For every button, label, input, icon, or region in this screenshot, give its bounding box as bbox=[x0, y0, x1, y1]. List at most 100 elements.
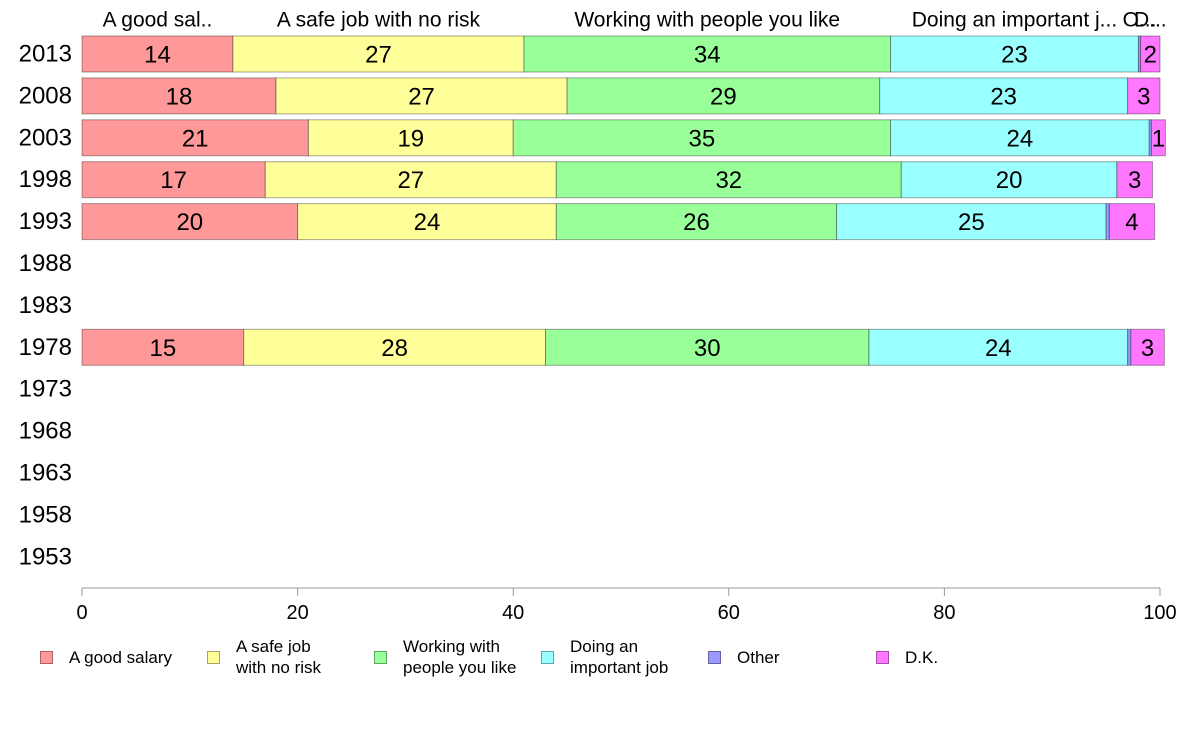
data-label-2008-s2: 29 bbox=[710, 83, 737, 110]
data-label-1978-s2: 30 bbox=[694, 335, 721, 362]
data-label-2003-s0: 21 bbox=[182, 125, 209, 152]
year-label-1993: 1993 bbox=[19, 208, 72, 235]
bar-1993-s3 bbox=[836, 203, 1107, 241]
data-label-2008-s0: 18 bbox=[166, 83, 193, 110]
bar-1998-s3 bbox=[900, 161, 1118, 199]
bar-1998-s2 bbox=[555, 161, 902, 199]
year-label-2008: 2008 bbox=[19, 82, 72, 109]
legend-item-2: Working with people you like bbox=[374, 636, 516, 678]
legend-swatch bbox=[876, 651, 889, 664]
x-tick-label-20: 20 bbox=[286, 602, 308, 620]
bar-2008-s2 bbox=[566, 77, 881, 115]
data-label-1993-s3: 25 bbox=[958, 209, 985, 236]
bar-2003-s5 bbox=[1150, 119, 1166, 157]
legend-swatch bbox=[374, 651, 387, 664]
bar-2013-s2 bbox=[523, 35, 891, 73]
legend-swatch bbox=[541, 651, 554, 664]
legend: A good salary A safe job with no risk Work… bbox=[0, 636, 1188, 696]
year-label-1953: 1953 bbox=[19, 543, 72, 570]
data-label-2003-s1: 19 bbox=[397, 125, 424, 152]
year-label-1963: 1963 bbox=[19, 460, 72, 487]
legend-label: D.K. bbox=[905, 648, 939, 667]
bar-2013-s0 bbox=[81, 35, 234, 73]
data-label-2013-s5: 2 bbox=[1144, 42, 1157, 69]
stacked-bar-chart: 2013200820031998199319881983197819731968… bbox=[19, 9, 1177, 621]
x-tick-label-100: 100 bbox=[1143, 602, 1176, 620]
bar-1978-s2 bbox=[545, 328, 870, 366]
year-label-1968: 1968 bbox=[19, 418, 72, 445]
data-label-2013-s2: 34 bbox=[694, 42, 721, 69]
data-label-1998-s2: 32 bbox=[715, 167, 742, 194]
data-label-1978-s5: 3 bbox=[1141, 335, 1154, 362]
year-label-2003: 2003 bbox=[19, 124, 72, 151]
data-label-2013-s3: 23 bbox=[1001, 42, 1028, 69]
bar-2008-s5 bbox=[1127, 77, 1161, 115]
legend-item-5: D.K. bbox=[876, 636, 938, 668]
series-top-label-0: A good sal.. bbox=[103, 9, 213, 32]
legend-item-4: Other bbox=[708, 636, 780, 668]
legend-item-1: A safe job with no risk bbox=[207, 636, 321, 678]
bar-1993-s5 bbox=[1108, 203, 1156, 241]
bar-1978-s3 bbox=[868, 328, 1129, 366]
bar-1998-s5 bbox=[1116, 161, 1153, 199]
year-label-1983: 1983 bbox=[19, 292, 72, 319]
legend-label: Doing an important job bbox=[570, 637, 669, 677]
bar-1993-s2 bbox=[555, 203, 838, 241]
data-label-2008-s5: 3 bbox=[1137, 83, 1150, 110]
x-tick-label-60: 60 bbox=[718, 602, 740, 620]
bar-2013-s3 bbox=[890, 35, 1139, 73]
data-label-1978-s0: 15 bbox=[149, 335, 176, 362]
data-label-1998-s3: 20 bbox=[996, 167, 1023, 194]
legend-label: Other bbox=[737, 648, 780, 667]
data-label-2003-s3: 24 bbox=[1007, 125, 1034, 152]
x-tick-label-40: 40 bbox=[502, 602, 524, 620]
data-label-1993-s0: 20 bbox=[176, 209, 203, 236]
data-label-2013-s1: 27 bbox=[365, 42, 392, 69]
year-label-1998: 1998 bbox=[19, 166, 72, 193]
bar-1978-s0 bbox=[81, 328, 245, 366]
data-label-2008-s3: 23 bbox=[990, 83, 1017, 110]
year-label-1988: 1988 bbox=[19, 250, 72, 277]
legend-swatch bbox=[207, 651, 220, 664]
data-label-1993-s1: 24 bbox=[414, 209, 441, 236]
data-label-1998-s1: 27 bbox=[397, 167, 424, 194]
legend-item-0: A good salary bbox=[40, 636, 172, 668]
legend-swatch bbox=[708, 651, 721, 664]
year-label-1973: 1973 bbox=[19, 376, 72, 403]
bar-1978-s1 bbox=[243, 328, 547, 366]
series-top-label-2: Working with people you like bbox=[574, 9, 840, 32]
bar-2013-s1 bbox=[232, 35, 525, 73]
series-top-label-5: D... bbox=[1134, 9, 1167, 32]
bar-1998-s1 bbox=[264, 161, 557, 199]
series-top-label-4: O... bbox=[1123, 9, 1157, 32]
bar-1993-s0 bbox=[81, 203, 299, 241]
data-label-1998-s0: 17 bbox=[160, 167, 187, 194]
legend-label: Working with people you like bbox=[403, 637, 517, 677]
data-label-2003-s2: 35 bbox=[688, 125, 715, 152]
x-tick-label-80: 80 bbox=[933, 602, 955, 620]
bar-2013-s5 bbox=[1140, 35, 1161, 73]
data-label-1998-s5: 3 bbox=[1128, 167, 1141, 194]
data-label-1978-s1: 28 bbox=[381, 335, 408, 362]
year-label-1978: 1978 bbox=[19, 334, 72, 361]
legend-label: A good salary bbox=[69, 648, 173, 667]
bar-2008-s0 bbox=[81, 77, 277, 115]
data-label-1993-s5: 4 bbox=[1125, 209, 1138, 236]
bar-1998-s0 bbox=[81, 161, 266, 199]
year-label-2013: 2013 bbox=[19, 41, 72, 68]
bar-2008-s3 bbox=[879, 77, 1129, 115]
bar-2008-s1 bbox=[275, 77, 568, 115]
legend-label: A safe job with no risk bbox=[236, 637, 322, 677]
series-top-label-3: Doing an important j... bbox=[912, 9, 1117, 32]
x-tick-label-0: 0 bbox=[76, 602, 87, 620]
legend-swatch bbox=[40, 651, 53, 664]
bar-1993-s1 bbox=[297, 203, 557, 241]
data-label-2013-s0: 14 bbox=[144, 42, 171, 69]
legend-item-3: Doing an important job bbox=[541, 636, 668, 678]
data-label-2003-s5: 1 bbox=[1152, 125, 1165, 152]
data-label-2008-s1: 27 bbox=[408, 83, 435, 110]
series-top-label-1: A safe job with no risk bbox=[277, 9, 481, 32]
bar-2003-s2 bbox=[512, 119, 891, 157]
bar-2003-s0 bbox=[81, 119, 309, 157]
